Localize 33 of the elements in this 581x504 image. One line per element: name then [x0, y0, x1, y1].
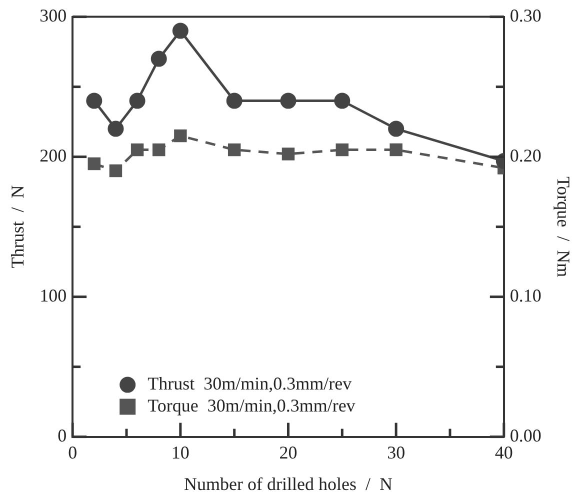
point [130, 143, 144, 156]
y-tick-label: 100 [40, 286, 67, 306]
point [174, 129, 187, 142]
point [388, 120, 404, 137]
y-tick-label: 300 [40, 6, 67, 26]
x-axis-title: Number of drilled holes / N [184, 474, 392, 494]
point [390, 143, 402, 156]
point [334, 92, 350, 109]
y-axis-title: Thrust / N [8, 185, 28, 268]
point [150, 50, 167, 67]
y-tick-label: 0 [58, 426, 67, 446]
legend-label: Torque 30m/min,0.3mm/rev [148, 396, 356, 416]
point [282, 148, 295, 160]
x-tick-label: 10 [171, 442, 190, 462]
y2-tick-label: 0.20 [510, 146, 542, 166]
point [86, 92, 102, 109]
point [172, 22, 188, 39]
legend-label: Thrust 30m/min,0.3mm/rev [148, 374, 352, 394]
point [228, 143, 241, 156]
point [152, 143, 166, 156]
y2-tick-label: 0.30 [510, 6, 542, 26]
point [108, 120, 124, 137]
x-tick-label: 20 [279, 442, 298, 462]
point [88, 157, 101, 170]
point [109, 164, 122, 178]
x-tick-label: 30 [387, 442, 406, 462]
point [129, 92, 146, 109]
point [280, 92, 296, 109]
y2-tick-label: 0.10 [510, 286, 542, 306]
y2-axis-title: Torque / Nm [553, 176, 574, 278]
point [336, 143, 349, 156]
point [226, 92, 242, 109]
y-tick-label: 200 [40, 146, 67, 166]
